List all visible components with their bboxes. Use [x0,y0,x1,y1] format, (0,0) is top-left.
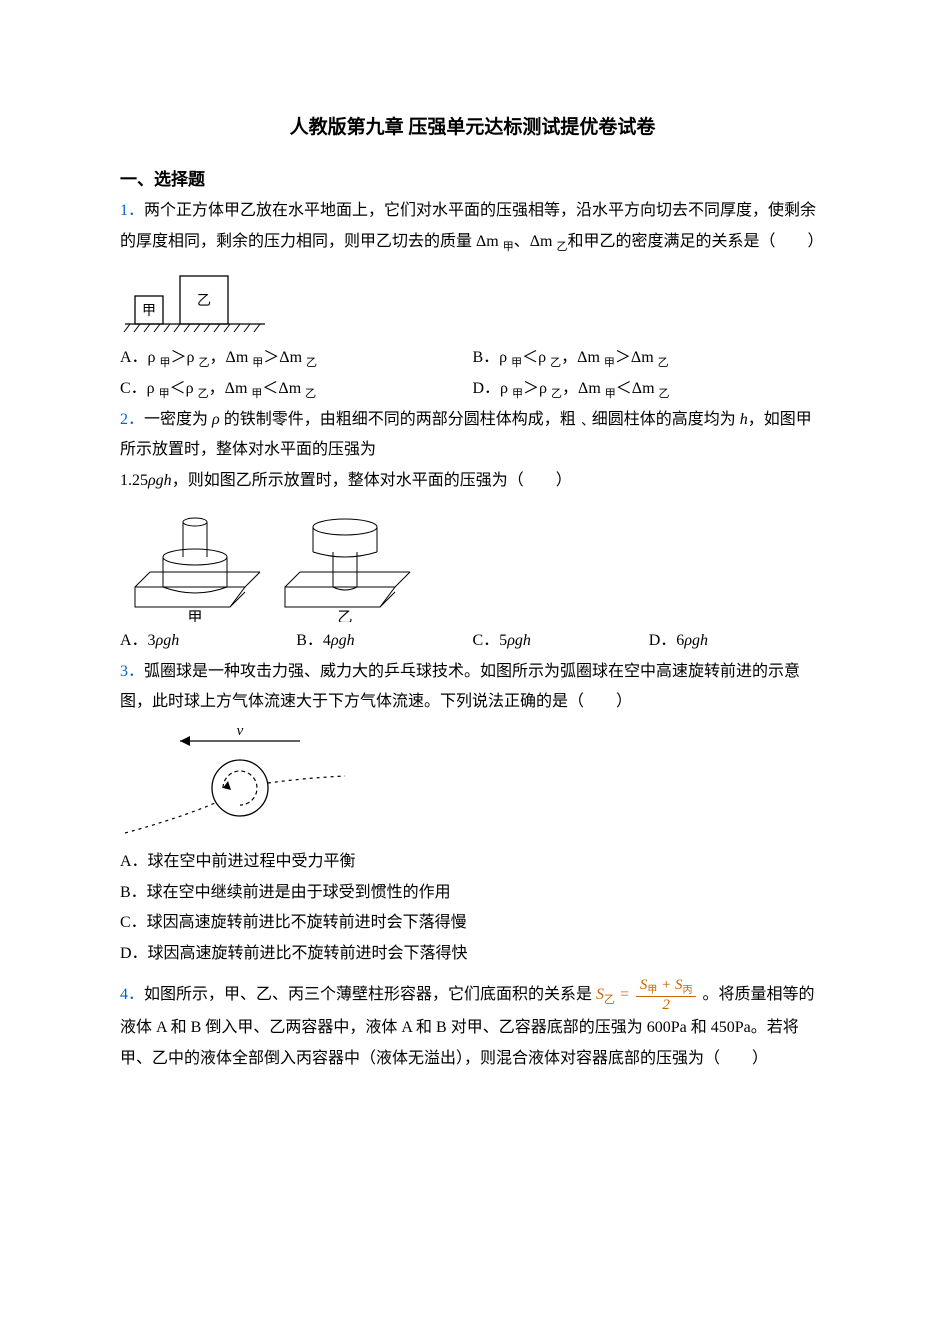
sub: 乙 [604,994,615,1006]
numerator: S甲 + S丙 [636,977,697,997]
q2-choices: A．3ρgh B．4ρgh C．5ρgh D．6ρgh [120,626,825,656]
q3-number: 3． [120,663,144,680]
q1-text-b: 、Δm [514,233,557,250]
q1-choice-B: B．ρ 甲＜ρ 乙，Δm 甲＞Δm 乙 [473,343,826,374]
t: C．ρ [120,380,159,397]
eq: = [615,986,634,1003]
s: 甲 [604,357,615,369]
s: 甲 [251,388,262,400]
s: 甲 [511,357,522,369]
q1-choices: A．ρ 甲＞ρ 乙，Δm 甲＞Δm 乙 B．ρ 甲＜ρ 乙，Δm 甲＞Δm 乙 … [120,343,825,405]
t: ＞ρ [523,380,551,397]
s: 乙 [305,388,316,400]
t: ＜ρ [522,349,550,366]
sub-jia: 甲 [503,241,514,253]
q2-figure: 甲 乙 [120,502,825,622]
s: 乙 [199,357,210,369]
t: ，Δm [562,380,605,397]
q3-v-label: v [237,723,244,739]
t: C．5 [473,632,508,649]
s: 乙 [198,388,209,400]
t: 如图所示，甲、乙、丙三个薄壁柱形容器，它们底面积的关系是 [144,986,596,1003]
q1-choice-D: D．ρ 甲＞ρ 乙，Δm 甲＜Δm 乙 [473,374,826,405]
q1-choice-A: A．ρ 甲＞ρ 乙，Δm 甲＞Δm 乙 [120,343,473,374]
s: ρgh [331,632,355,649]
q4-formula: S乙 = S甲 + S丙2 [596,986,698,1003]
denominator: 2 [636,997,697,1014]
sub: 丙 [682,985,692,996]
t: ，Δm [210,349,253,366]
q3-choice-A: A．球在空中前进过程中受力平衡 [120,847,825,877]
q1-text-c: 和甲乙的密度满足的关系是（ ） [568,233,824,250]
s: 乙 [306,357,317,369]
t: ＜ρ [170,380,198,397]
t: 的铁制零件，由粗细不同的两部分圆柱体构成，粗﹑细圆柱体的高度均为 [220,411,740,428]
q3-text: 弧圈球是一种攻击力强、威力大的乒乓球技术。如图所示为弧圈球在空中高速旋转前进的示… [120,663,800,710]
t: B．4 [296,632,331,649]
q1-number: 1． [120,202,144,219]
s: 甲 [512,388,523,400]
t: D．ρ [473,380,513,397]
q3-choice-C: C．球因高速旋转前进比不旋转前进时会下落得慢 [120,908,825,938]
q2-svg: 甲 乙 [120,502,420,622]
q3-choice-B: B．球在空中继续前进是由于球受到惯性的作用 [120,878,825,908]
q4-number: 4． [120,986,144,1003]
question-1: 1．两个正方体甲乙放在水平地面上，它们对水平面的压强相等，沿水平方向切去不同厚度… [120,196,825,257]
sub: 甲 [647,985,657,996]
s: 乙 [658,357,669,369]
t: ＞Δm [263,349,306,366]
plus: + [657,977,675,993]
sub-yi: 乙 [557,241,568,253]
t: A．3 [120,632,156,649]
q2-number: 2． [120,411,144,428]
q1-choice-C: C．ρ 甲＜ρ 乙，Δm 甲＜Δm 乙 [120,374,473,405]
s: ρgh [507,632,531,649]
t: ，则如图乙所示放置时，整体对水平面的压强为（ ） [172,472,572,489]
q1-svg: 甲 乙 [120,264,270,339]
q2-choice-C: C．5ρgh [473,626,649,656]
t: ＜Δm [616,380,659,397]
q3-choice-D: D．球因高速旋转前进比不旋转前进时会下落得快 [120,939,825,969]
s: ρgh [684,632,708,649]
q2-choice-A: A．3ρgh [120,626,296,656]
s: 甲 [252,357,263,369]
q2-choice-D: D．6ρgh [649,626,825,656]
q1-fig-label-jia: 甲 [142,304,156,319]
fraction: S甲 + S丙2 [636,977,697,1014]
q3-svg: v [120,723,350,843]
s: 乙 [659,388,670,400]
s: ρgh [156,632,180,649]
q2-fig-label-jia: 甲 [187,610,202,622]
q3-figure: v [120,723,825,843]
s: 甲 [605,388,616,400]
t: A．ρ [120,349,160,366]
exam-title: 人教版第九章 压强单元达标测试提优卷试卷 [120,110,825,146]
t: ，Δm [209,380,252,397]
t: D．6 [649,632,685,649]
t: B．ρ [473,349,512,366]
question-3: 3．弧圈球是一种攻击力强、威力大的乒乓球技术。如图所示为弧圈球在空中高速旋转前进… [120,657,825,718]
q1-figure: 甲 乙 [120,264,825,339]
t: ，Δm [561,349,604,366]
question-2: 2．一密度为 ρ 的铁制零件，由粗细不同的两部分圆柱体构成，粗﹑细圆柱体的高度均… [120,405,825,496]
s: 甲 [160,357,171,369]
page: 人教版第九章 压强单元达标测试提优卷试卷 一、选择题 1．两个正方体甲乙放在水平… [0,0,945,1337]
s: 乙 [551,388,562,400]
S: S [596,986,604,1003]
t: 一密度为 [144,411,212,428]
t: ＞Δm [615,349,658,366]
t: ＜Δm [262,380,305,397]
rhogh: ρgh [148,472,172,489]
q1-fig-label-yi: 乙 [197,293,211,309]
s: 甲 [159,388,170,400]
s: 乙 [550,357,561,369]
t: ＞ρ [171,349,199,366]
q2-fig-label-yi: 乙 [337,610,352,622]
q2-choice-B: B．4ρgh [296,626,472,656]
question-4: 4．如图所示，甲、乙、丙三个薄壁柱形容器，它们底面积的关系是 S乙 = S甲 +… [120,977,825,1074]
rho: ρ [212,411,220,428]
section-heading: 一、选择题 [120,164,825,196]
h: h [740,411,748,428]
